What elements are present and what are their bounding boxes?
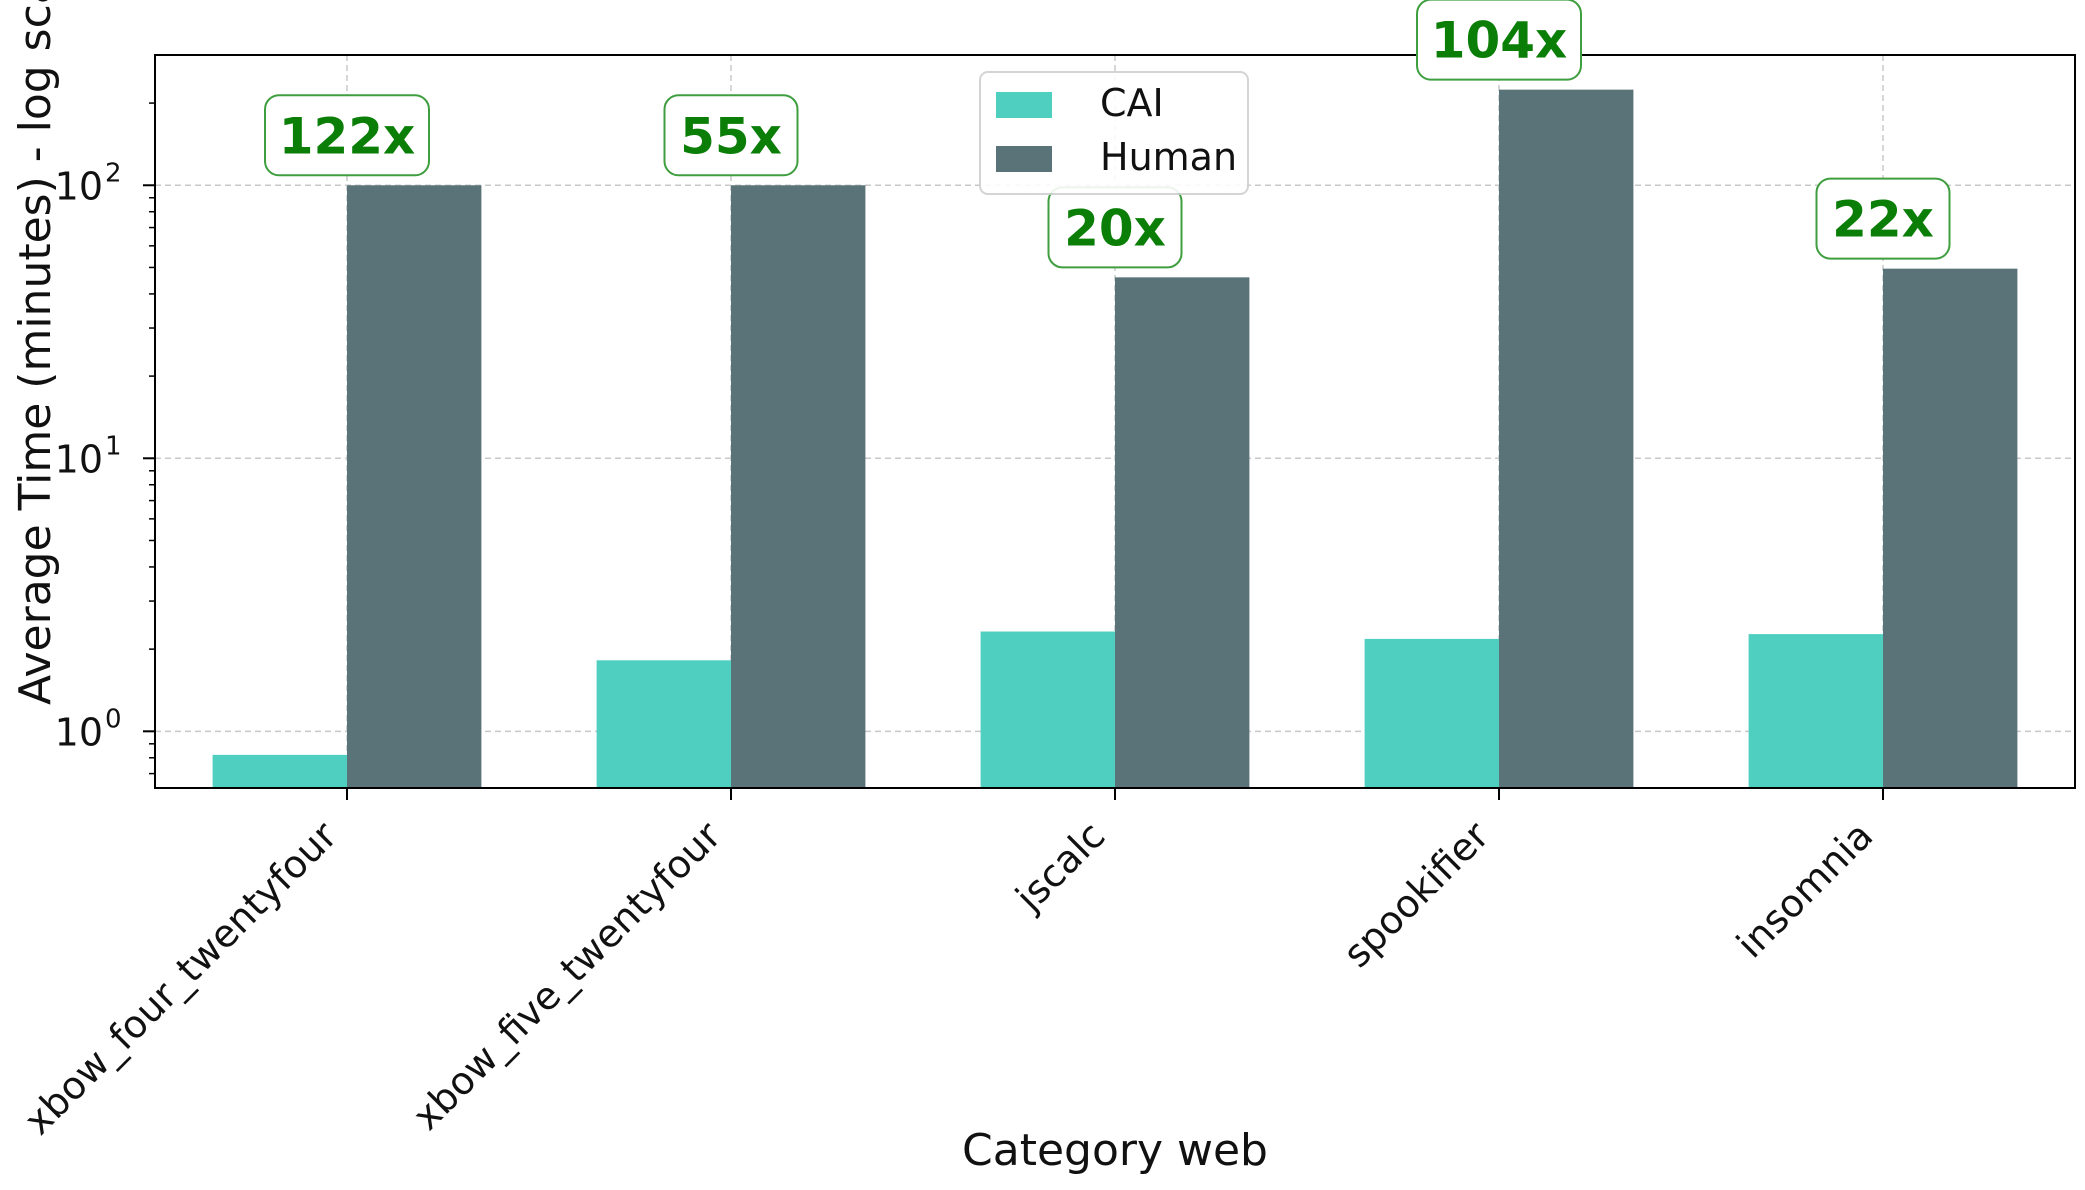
human-bar-xbow-four-twentyfour — [347, 185, 482, 788]
ratio-label-box — [264, 94, 430, 177]
human-bar-xbow-five-twentyfour — [731, 185, 866, 788]
ratio-label-box — [1815, 177, 1951, 260]
ratio-label: 122x — [279, 107, 416, 165]
y-tick-base: 10 — [55, 437, 103, 481]
x-tick-label: jscalc — [1007, 813, 1114, 920]
cai-bar-xbow-four-twentyfour — [212, 754, 347, 788]
x-tick-label: xbow_five_twentyfour — [404, 813, 729, 1138]
human-bar-spookifier — [1499, 89, 1634, 788]
y-tick-label: 10 — [55, 710, 103, 754]
legend-swatch-human — [996, 146, 1052, 172]
x-axis-ticks: xbow_four_twentyfour xbow_five_twentyfour… — [16, 788, 1884, 1143]
cai-bar-spookifier — [1364, 638, 1499, 788]
y-tick-exponent: 2 — [105, 158, 122, 188]
legend: CAI Human — [979, 71, 1249, 195]
ratio-label: 55x — [680, 107, 782, 165]
y-tick-base: 10 — [55, 164, 103, 208]
x-axis-title: Category web — [962, 1125, 1268, 1176]
x-tick-label: xbow_four_twentyfour — [16, 813, 346, 1143]
legend-swatch-cai — [996, 92, 1052, 118]
x-tick-label: spookifier — [1335, 813, 1498, 976]
ratio-label-box — [663, 94, 799, 177]
y-axis-title: Average Time (minutes) - log scale — [10, 0, 61, 705]
cai-bar-xbow-five-twentyfour — [596, 660, 731, 788]
cai-bar-insomnia — [1748, 634, 1883, 788]
y-tick-exponent: 1 — [105, 431, 122, 461]
ratio-label: 22x — [1832, 191, 1934, 249]
human-bar-jscalc — [1115, 277, 1250, 788]
legend-label-human: Human — [1100, 135, 1237, 179]
ratio-label-box — [1416, 0, 1582, 81]
y-tick-label: 10 — [55, 164, 103, 208]
human-bar-insomnia — [1883, 268, 2018, 788]
ratio-label: 104x — [1431, 12, 1568, 70]
y-tick-base: 10 — [55, 710, 103, 754]
ratio-label: 20x — [1064, 199, 1166, 257]
ratio-labels: 122x 55x 20x 104x 22x — [264, 0, 1951, 269]
legend-label-cai: CAI — [1100, 81, 1164, 125]
y-tick-label: 10 — [55, 437, 103, 481]
bars — [212, 89, 2018, 788]
x-tick-label: insomnia — [1728, 813, 1881, 966]
y-tick-exponent: 0 — [105, 704, 122, 734]
cai-bar-jscalc — [980, 631, 1115, 788]
